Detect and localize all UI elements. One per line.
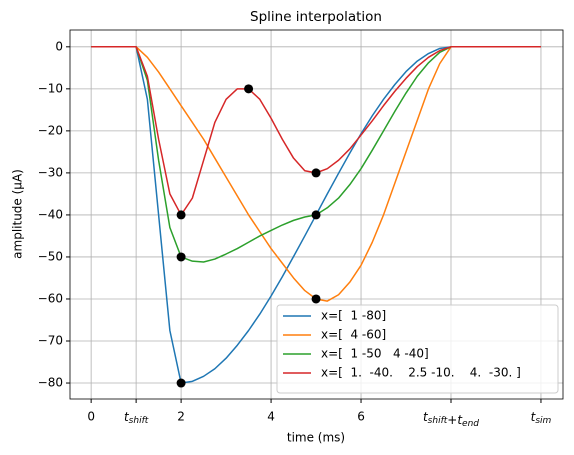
x-tick-label: 0: [87, 410, 95, 424]
y-tick-label: −20: [38, 123, 63, 137]
y-tick-label: −30: [38, 165, 63, 179]
x-tick-label: 2: [177, 410, 185, 424]
legend-label: x=[ 1. -40. 2.5 -10. 4. -30. ]: [321, 366, 521, 380]
y-tick-label: −50: [38, 249, 63, 263]
x-tick-label: 4: [267, 410, 275, 424]
chart-title: Spline interpolation: [250, 9, 382, 25]
data-point: [311, 168, 321, 178]
x-tick-label: tsim: [531, 410, 552, 426]
series-line: [91, 46, 541, 263]
data-point: [176, 210, 186, 220]
y-tick-label: 0: [55, 39, 63, 53]
y-axis-label: amplitude (µA): [11, 169, 25, 259]
data-point: [176, 378, 186, 388]
legend-label: x=[ 1 -80]: [321, 309, 386, 323]
legend-label: x=[ 1 -50 4 -40]: [321, 347, 429, 361]
legend-box: [276, 304, 559, 394]
series-line: [91, 46, 541, 302]
x-tick-label: 6: [357, 410, 365, 424]
data-point: [176, 252, 186, 262]
data-point: [244, 84, 254, 94]
x-axis-label: time (ms): [287, 431, 345, 445]
y-tick-label: −80: [38, 376, 63, 390]
y-tick-label: −10: [38, 81, 63, 95]
plot-frame: [69, 29, 564, 400]
data-point: [311, 294, 321, 304]
data-point: [311, 210, 321, 220]
y-tick-label: −60: [38, 291, 63, 305]
x-tick-label: tshift: [124, 410, 149, 426]
y-tick-label: −40: [38, 207, 63, 221]
y-tick-label: −70: [38, 334, 63, 348]
legend-label: x=[ 4 -60]: [321, 328, 386, 342]
x-tick-label: tshift+tend: [423, 410, 479, 429]
